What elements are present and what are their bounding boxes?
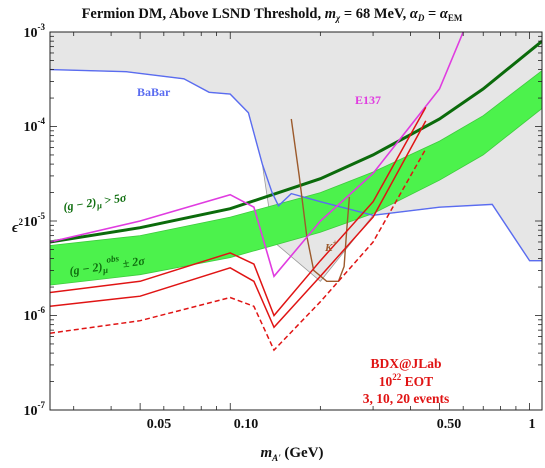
g2-band-label: (g − 2)μobs ± 2σ xyxy=(68,250,146,280)
babar-line xyxy=(50,68,542,262)
bdx-label-line3: 3, 10, 20 events xyxy=(363,391,450,406)
kplus-line xyxy=(290,118,351,282)
bdx-label-line2: 1022 EOT xyxy=(379,372,433,389)
bdx-3-events-line xyxy=(50,148,427,352)
y-tick-label: 10-6 xyxy=(24,305,46,324)
e137-label: E137 xyxy=(355,93,381,107)
kplus-label: K+ xyxy=(324,238,337,254)
e137-line xyxy=(50,32,464,278)
bdx-10-events-line xyxy=(50,120,427,329)
y-tick-label: 10-5 xyxy=(24,211,46,230)
x-tick-label: 0.50 xyxy=(437,417,462,432)
tick-marks xyxy=(50,31,542,411)
y-tick-label: 10-7 xyxy=(24,400,46,419)
bdx-20-events-line xyxy=(50,106,427,317)
y-tick-label: 10-3 xyxy=(24,22,46,41)
x-axis-label: mA' (GeV) xyxy=(260,445,323,463)
g2-2sigma-band xyxy=(50,70,542,286)
babar-label: BaBar xyxy=(137,85,171,99)
chart-title: Fermion DM, Above LSND Threshold, mχ = 6… xyxy=(82,6,463,23)
x-tick-label: 0.05 xyxy=(147,417,172,432)
g2-5sigma-line xyxy=(50,40,542,244)
x-tick-label: 0.10 xyxy=(234,417,259,432)
bdx-label-line1: BDX@JLab xyxy=(370,356,441,371)
y-tick-label: 10-4 xyxy=(24,116,46,135)
x-tick-label: 1 xyxy=(529,417,536,432)
y-axis-label: ϵ2 xyxy=(12,217,23,236)
g2-5sigma-label: (g − 2)μ > 5σ xyxy=(62,190,128,216)
